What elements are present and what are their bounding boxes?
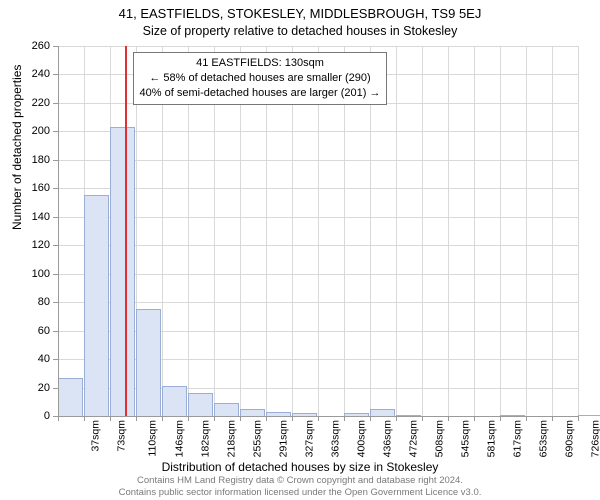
y-tick-label: 260 [20, 40, 50, 52]
y-tick-label: 40 [20, 353, 50, 365]
x-axis-label: Distribution of detached houses by size … [0, 460, 600, 474]
x-tick-label: 472sqm [407, 420, 419, 457]
x-tick [578, 416, 579, 421]
grid-line-vertical [526, 46, 527, 416]
y-axis-label: Number of detached properties [10, 65, 24, 230]
x-tick-label: 218sqm [225, 420, 237, 457]
y-tick-label: 200 [20, 125, 50, 137]
grid-line-vertical [396, 46, 397, 416]
x-tick-label: 110sqm [147, 420, 159, 457]
footer-text: Contains HM Land Registry data © Crown c… [0, 475, 600, 498]
annotation-box: 41 EASTFIELDS: 130sqm← 58% of detached h… [133, 52, 388, 105]
y-tick-label: 180 [20, 154, 50, 166]
x-tick-label: 545sqm [459, 420, 471, 457]
y-tick-label: 80 [20, 296, 50, 308]
grid-line-vertical [500, 46, 501, 416]
histogram-bar [162, 386, 187, 416]
y-tick-label: 140 [20, 211, 50, 223]
grid-line-vertical [448, 46, 449, 416]
x-tick-label: 581sqm [485, 420, 497, 457]
grid-line-vertical [474, 46, 475, 416]
chart-title-sub: Size of property relative to detached ho… [0, 21, 600, 38]
annotation-line-2: ← 58% of detached houses are smaller (29… [140, 71, 381, 86]
grid-line-vertical [552, 46, 553, 416]
y-tick-label: 120 [20, 239, 50, 251]
y-axis-line [58, 46, 59, 416]
x-tick-label: 146sqm [173, 420, 185, 457]
y-tick-label: 240 [20, 68, 50, 80]
x-tick-label: 508sqm [433, 420, 445, 457]
y-tick-label: 0 [20, 410, 50, 422]
x-tick-label: 653sqm [537, 420, 549, 457]
y-tick-label: 20 [20, 382, 50, 394]
footer-line-1: Contains HM Land Registry data © Crown c… [0, 475, 600, 486]
chart-container: 41, EASTFIELDS, STOKESLEY, MIDDLESBROUGH… [0, 0, 600, 500]
chart-title-main: 41, EASTFIELDS, STOKESLEY, MIDDLESBROUGH… [0, 0, 600, 21]
x-tick-label: 327sqm [303, 420, 315, 457]
y-tick-label: 60 [20, 325, 50, 337]
histogram-bar [370, 409, 395, 416]
property-marker-line [125, 46, 127, 416]
x-tick-label: 726sqm [589, 420, 600, 457]
y-tick-label: 160 [20, 182, 50, 194]
y-tick-label: 220 [20, 97, 50, 109]
x-tick-label: 363sqm [329, 420, 341, 457]
histogram-bar [214, 403, 239, 416]
x-tick-label: 617sqm [511, 420, 523, 457]
histogram-bar [84, 195, 109, 416]
annotation-line-1: 41 EASTFIELDS: 130sqm [140, 56, 381, 71]
footer-line-2: Contains public sector information licen… [0, 487, 600, 498]
x-tick-label: 400sqm [355, 420, 367, 457]
x-tick-label: 37sqm [90, 420, 102, 452]
x-tick-label: 436sqm [381, 420, 393, 457]
x-tick-label: 182sqm [199, 420, 211, 457]
x-tick-label: 73sqm [116, 420, 128, 452]
histogram-bar [188, 393, 213, 416]
histogram-bar [136, 309, 161, 416]
histogram-bar [110, 127, 135, 416]
x-tick-label: 291sqm [277, 420, 289, 457]
histogram-bar [578, 415, 600, 416]
grid-line-vertical [422, 46, 423, 416]
histogram-bar [58, 378, 83, 416]
x-axis-line [58, 416, 578, 417]
grid-line-vertical [578, 46, 579, 416]
x-tick-label: 690sqm [563, 420, 575, 457]
plot-area: 02040608010012014016018020022024026037sq… [58, 46, 578, 416]
annotation-line-3: 40% of semi-detached houses are larger (… [140, 86, 381, 101]
histogram-bar [240, 409, 265, 416]
x-tick-label: 255sqm [251, 420, 263, 457]
y-tick-label: 100 [20, 268, 50, 280]
